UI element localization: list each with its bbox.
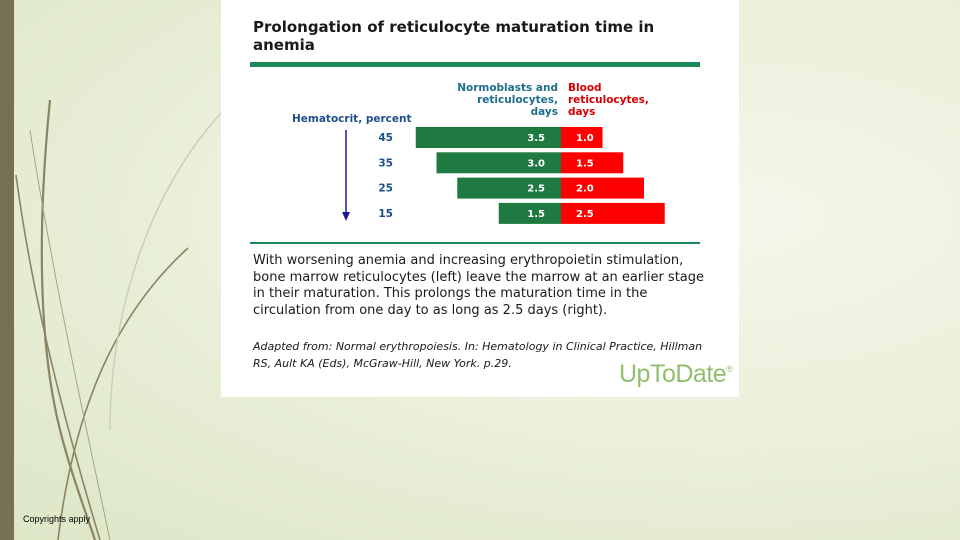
maturation-chart: Normoblasts and reticulocytes, days Blood r…	[292, 82, 665, 224]
category-label-35: 35	[378, 157, 393, 169]
bar-marrow-45	[415, 127, 561, 148]
copyright-note: Copyrights apply	[23, 514, 91, 524]
bar-marrow-25	[457, 177, 561, 199]
figure-card: Prolongation of reticulocyte maturation …	[221, 0, 739, 397]
value-label-blood-25: 2.0	[576, 184, 594, 195]
value-label-blood-45: 1.0	[576, 133, 594, 144]
category-label-25: 25	[378, 183, 393, 195]
registered-mark: ®	[726, 364, 733, 374]
bar-marrow-15	[498, 202, 561, 224]
legend-blood-reticulocytes: Blood reticulocytes, days	[568, 82, 649, 118]
bar-marrow-35	[436, 152, 561, 174]
value-label-blood-15: 2.5	[576, 209, 594, 220]
bar-blood-25	[561, 177, 644, 199]
title-rule	[250, 62, 700, 67]
value-label-marrow-35: 3.0	[527, 158, 545, 169]
bar-blood-15	[561, 202, 665, 224]
value-label-blood-35: 1.5	[576, 158, 594, 169]
bar-blood-35	[561, 152, 624, 174]
figure-source: Adapted from: Normal erythropoiesis. In:…	[253, 340, 703, 370]
category-label-45: 45	[378, 132, 393, 144]
caption-rule	[250, 242, 700, 244]
logo-text: UpToDate	[619, 360, 727, 388]
value-label-marrow-45: 3.5	[527, 133, 545, 144]
value-label-marrow-25: 2.5	[527, 184, 545, 195]
value-label-marrow-15: 1.5	[527, 209, 545, 220]
hematocrit-down-arrow-head	[342, 212, 350, 221]
category-label-15: 15	[378, 208, 393, 220]
uptodate-logo: UpToDate®	[619, 360, 733, 389]
figure-title: Prolongation of reticulocyte maturation …	[253, 18, 655, 54]
y-axis-label: Hematocrit, percent	[292, 113, 412, 125]
bar-blood-45	[561, 127, 603, 148]
figure-caption: With worsening anemia and increasing ery…	[253, 253, 705, 318]
legend-normoblasts: Normoblasts and reticulocytes, days	[457, 82, 558, 118]
left-accent-strip	[0, 0, 14, 540]
